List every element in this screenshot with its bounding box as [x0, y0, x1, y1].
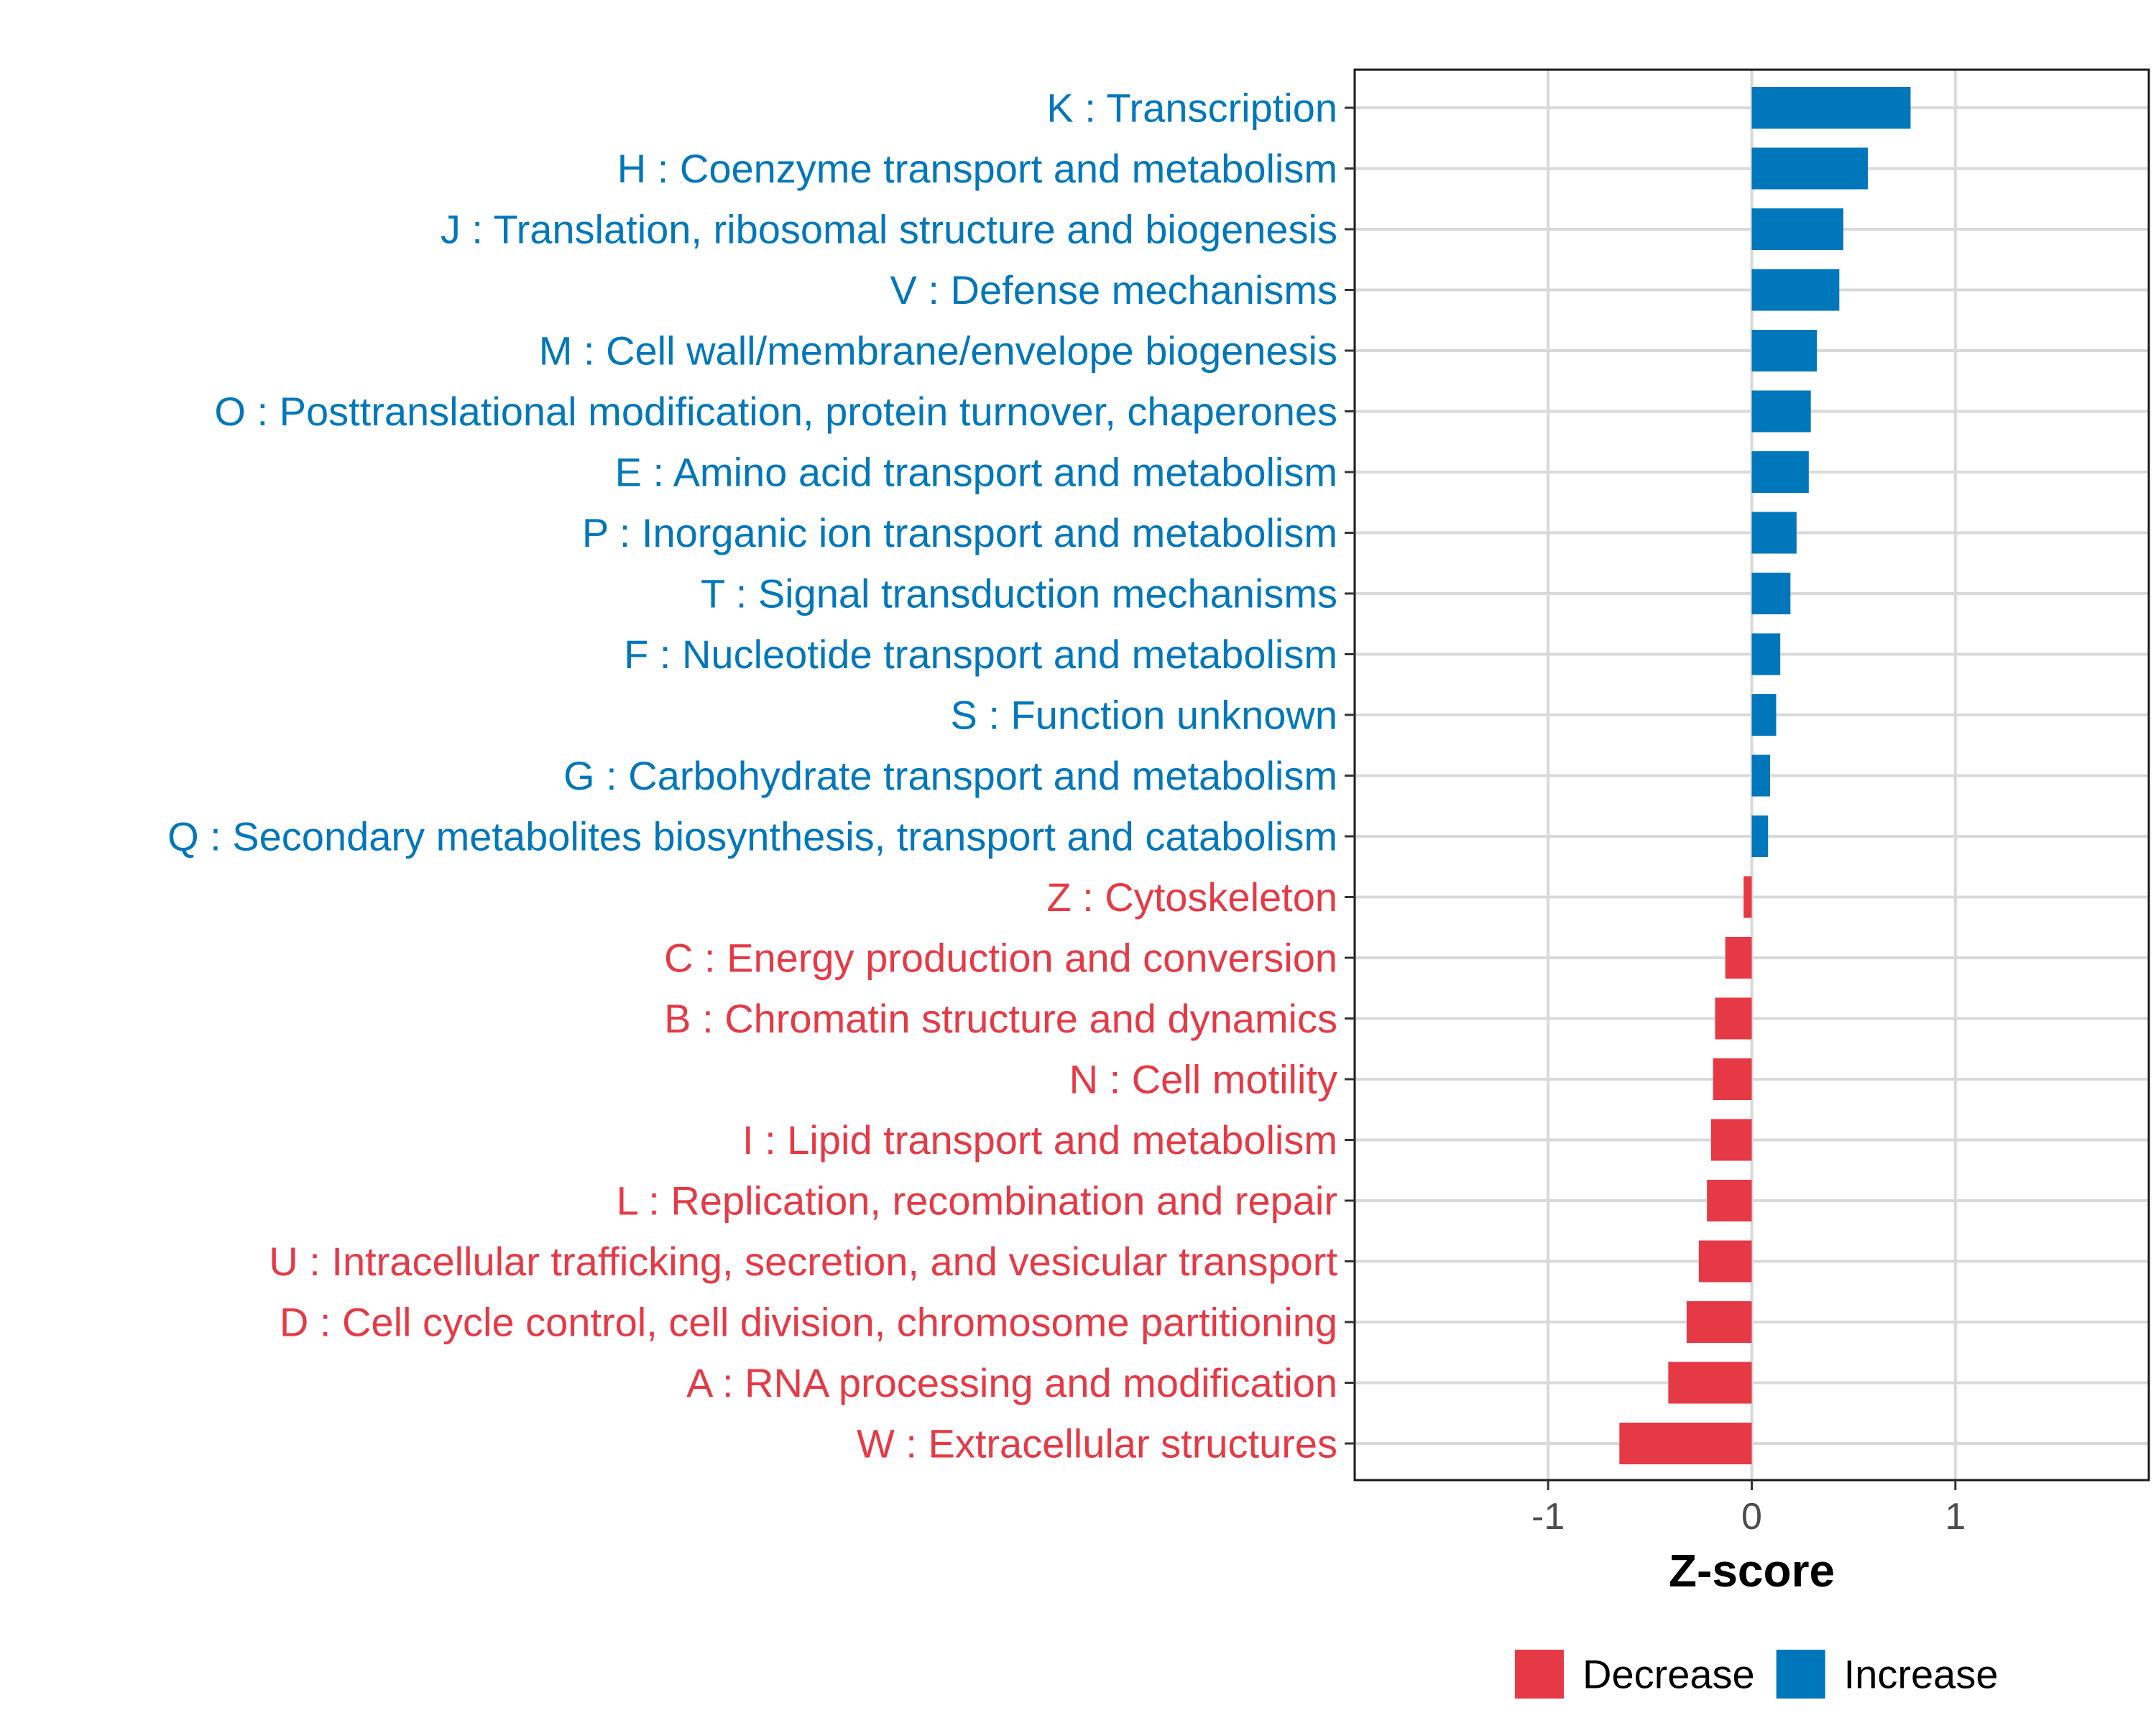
- category-label: A : RNA processing and modification: [686, 1360, 1337, 1405]
- category-label: E : Amino acid transport and metabolism: [615, 450, 1337, 495]
- category-label: K : Transcription: [1046, 86, 1337, 131]
- bar: [1686, 1301, 1752, 1343]
- x-tick-label: -1: [1531, 1496, 1565, 1538]
- bar: [1698, 1240, 1752, 1283]
- category-label: Z : Cytoskeleton: [1046, 874, 1337, 920]
- legend-label: Increase: [1844, 1652, 1999, 1697]
- bar: [1751, 269, 1840, 311]
- bar: [1619, 1423, 1752, 1464]
- category-label: B : Chromatin structure and dynamics: [664, 996, 1337, 1041]
- bars: [1619, 87, 1911, 1464]
- bar: [1725, 937, 1752, 979]
- bar: [1743, 876, 1752, 918]
- bar: [1751, 87, 1911, 129]
- category-label: F : Nucleotide transport and metabolism: [624, 632, 1337, 677]
- category-label: H : Coenzyme transport and metabolism: [617, 146, 1337, 191]
- bar: [1751, 390, 1811, 433]
- category-label: C : Energy production and conversion: [664, 935, 1337, 981]
- category-label: W : Extracellular structures: [857, 1421, 1337, 1466]
- bar: [1751, 330, 1818, 371]
- bar: [1751, 451, 1809, 493]
- category-label: J : Translation, ribosomal structure and…: [441, 207, 1337, 252]
- bar: [1751, 816, 1769, 857]
- category-label: Q : Secondary metabolites biosynthesis, …: [167, 814, 1337, 859]
- bar: [1751, 633, 1781, 675]
- category-label: V : Defense mechanisms: [890, 267, 1337, 313]
- bar: [1707, 1180, 1752, 1221]
- bar: [1751, 512, 1797, 554]
- legend-key: [1776, 1650, 1825, 1699]
- bar: [1751, 573, 1791, 614]
- bar: [1668, 1362, 1752, 1404]
- category-label: P : Inorganic ion transport and metaboli…: [582, 510, 1337, 555]
- category-label: O : Posttranslational modification, prot…: [214, 389, 1337, 434]
- category-label: G : Carbohydrate transport and metabolis…: [563, 753, 1337, 798]
- x-axis: -1 0 1: [1531, 1480, 1966, 1538]
- legend: Decrease Increase: [1515, 1650, 1998, 1699]
- bar: [1751, 694, 1777, 736]
- x-tick-label: 0: [1741, 1496, 1762, 1538]
- category-label: L : Replication, recombination and repai…: [617, 1178, 1337, 1224]
- bar: [1715, 997, 1752, 1040]
- legend-label: Decrease: [1583, 1652, 1755, 1697]
- category-label: T : Signal transduction mechanisms: [701, 571, 1337, 616]
- bar: [1710, 1119, 1752, 1161]
- x-tick-label: 1: [1945, 1496, 1966, 1538]
- category-label: M : Cell wall/membrane/envelope biogenes…: [539, 328, 1337, 374]
- bar: [1713, 1058, 1752, 1100]
- category-label: U : Intracellular trafficking, secretion…: [269, 1239, 1337, 1284]
- bar: [1751, 754, 1770, 797]
- bar: [1751, 208, 1843, 250]
- category-label: N : Cell motility: [1069, 1057, 1337, 1102]
- legend-key: [1515, 1650, 1564, 1699]
- bar: [1751, 147, 1868, 190]
- y-axis: K : Transcription H : Coenzyme transport …: [167, 86, 1355, 1466]
- category-label: D : Cell cycle control, cell division, c…: [280, 1300, 1337, 1345]
- category-label: S : Function unknown: [950, 693, 1337, 738]
- category-label: I : Lipid transport and metabolism: [742, 1117, 1337, 1163]
- x-axis-title: Z-score: [1669, 1545, 1835, 1597]
